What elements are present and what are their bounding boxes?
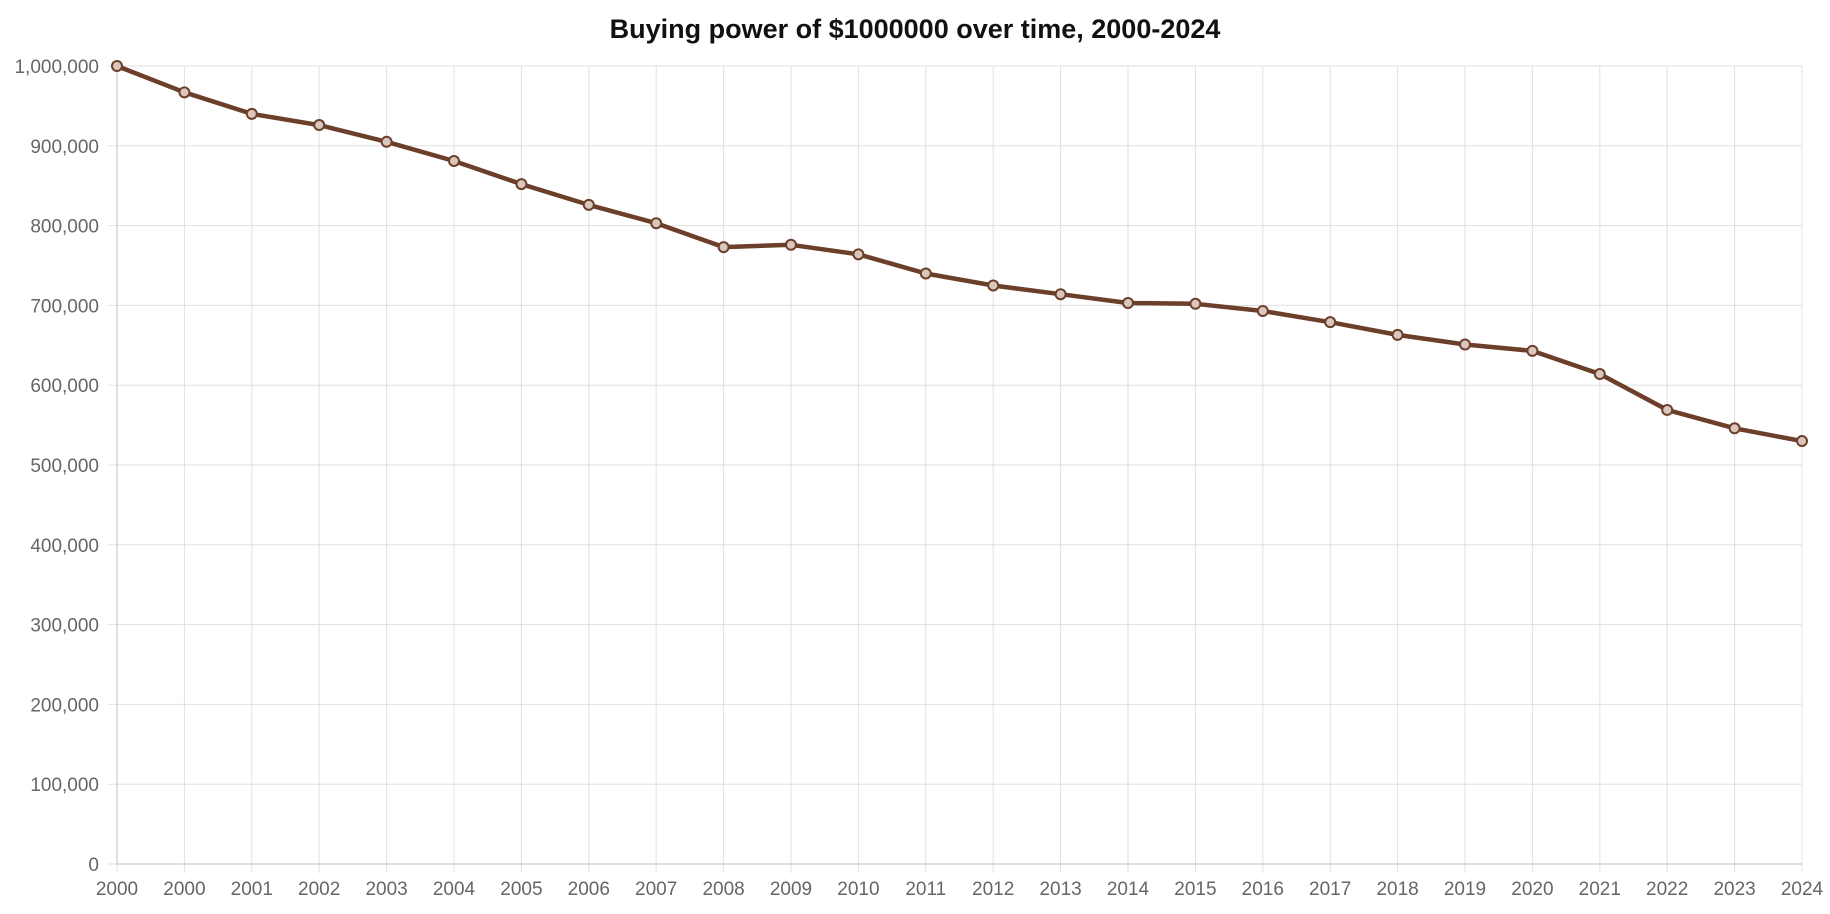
x-tick-label: 2020 [1511,879,1553,900]
data-point[interactable] [650,217,663,230]
x-tick-label: 2013 [1039,879,1081,900]
x-tick-label: 2022 [1646,879,1688,900]
x-tick-label: 2006 [568,879,610,900]
data-point[interactable] [1728,422,1741,435]
x-tick-label: 2016 [1242,879,1284,900]
data-point[interactable] [785,238,797,251]
y-tick-label: 500,000 [30,456,99,477]
data-point[interactable] [1526,344,1539,357]
x-tick-label: 2008 [702,879,744,900]
data-point[interactable] [380,135,393,148]
data-point[interactable] [1593,368,1606,381]
data-point[interactable] [1796,435,1808,448]
data-point[interactable] [313,119,326,132]
data-point[interactable] [852,248,865,261]
y-tick-labels: 0 100,000 200,000 300,000 400,000 500,000 600,… [14,57,99,876]
data-point[interactable] [245,107,258,120]
x-tick-label: 2009 [770,879,812,900]
x-tick-label: 2014 [1107,879,1150,900]
x-tick-label: 2018 [1376,879,1418,900]
y-tick-label: 200,000 [30,695,99,716]
x-tick-label: 2007 [635,879,677,900]
data-point[interactable] [1324,316,1337,329]
y-tick-label: 600,000 [30,376,99,397]
x-tick-label: 2017 [1309,879,1351,900]
y-tick-label: 1,000,000 [14,57,99,78]
data-point[interactable] [1256,304,1269,317]
data-point[interactable] [1122,297,1134,310]
data-point[interactable] [919,267,932,280]
chart-title: Buying power of $1000000 over time, 2000… [609,14,1221,44]
y-tick-label: 400,000 [30,536,99,557]
grid-lines [116,65,1803,873]
x-tick-labels: 2000 2000 2001 2002 2003 2004 2005 2006 2007 2008… [96,879,1824,900]
data-point[interactable] [987,279,1000,292]
x-tick-label: 2021 [1579,879,1621,900]
x-tick-label: 2003 [365,879,407,900]
y-tick-label: 300,000 [30,616,99,637]
x-tick-label: 2010 [837,879,879,900]
x-tick-label: 2024 [1781,879,1824,900]
y-tick-label: 800,000 [30,217,99,238]
data-point[interactable] [178,86,191,99]
data-point[interactable] [515,178,528,191]
x-tick-label: 2019 [1444,879,1486,900]
x-tick-label: 2004 [433,879,476,900]
x-tick-label: 2015 [1174,879,1216,900]
data-point[interactable] [1391,328,1404,341]
x-tick-label: 2000 [96,879,138,900]
data-points [111,60,1808,448]
y-tick-label: 0 [88,855,99,876]
y-tick-label: 900,000 [30,137,99,158]
data-point[interactable] [1459,338,1471,351]
y-tick-label: 100,000 [30,775,99,796]
data-point[interactable] [448,154,460,167]
data-point[interactable] [111,60,123,72]
series-line-layer [114,63,1805,444]
x-tick-label: 2011 [905,879,946,900]
x-tick-label: 2023 [1713,879,1755,900]
x-tick-label: 2000 [163,879,205,900]
data-point[interactable] [1054,288,1067,301]
data-point[interactable] [717,241,730,254]
series-line [114,63,1805,444]
x-tick-label: 2001 [231,879,273,900]
data-point[interactable] [582,198,595,211]
x-tick-label: 2012 [972,879,1014,900]
y-tick-label: 700,000 [30,296,99,317]
x-tick-label: 2002 [298,879,340,900]
x-tick-label: 2005 [500,879,542,900]
data-point[interactable] [1189,297,1202,310]
data-point[interactable] [1661,403,1674,416]
